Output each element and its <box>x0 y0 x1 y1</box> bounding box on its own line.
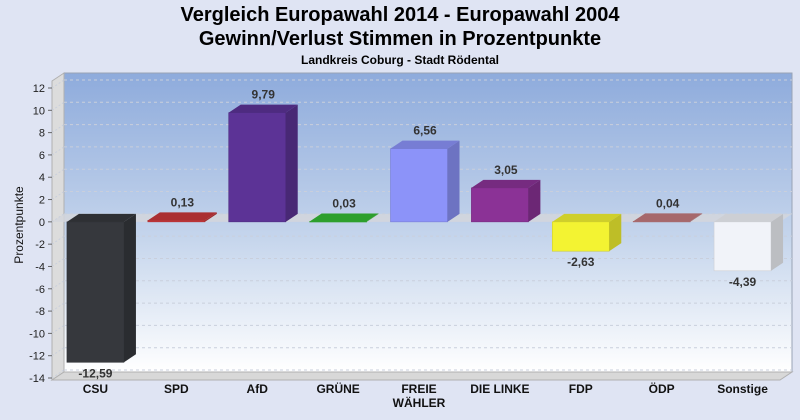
gridline-side <box>51 79 65 89</box>
bar-top <box>390 140 460 149</box>
gridline-side <box>51 124 65 134</box>
x-tick-label: DIE LINKE <box>470 382 529 396</box>
y-tick-label: 10 <box>33 105 45 117</box>
bar <box>713 213 784 272</box>
bar-side <box>690 213 703 222</box>
x-tick-label: ÖDP <box>649 381 675 396</box>
bar-front <box>66 221 125 363</box>
plot-background <box>63 72 793 373</box>
gridline-side <box>51 302 65 312</box>
data-label: 0,04 <box>656 196 680 210</box>
y-tick-label: 12 <box>33 83 45 95</box>
bar-front <box>713 221 772 272</box>
y-tick-label: -14 <box>29 373 45 385</box>
gridline-side <box>51 280 65 290</box>
left-wall <box>51 72 65 381</box>
y-tick-label: -4 <box>35 261 45 273</box>
data-label: 3,05 <box>494 163 518 177</box>
gridline-side <box>51 191 65 200</box>
bar <box>309 213 379 223</box>
y-tick-label: 0 <box>39 217 45 229</box>
floor <box>50 371 794 381</box>
y-tick-label: -10 <box>29 328 45 340</box>
bar-top <box>471 179 541 188</box>
y-axis-label: Prozentpunkte <box>12 186 26 264</box>
bar-front <box>632 221 691 223</box>
y-tick-label: -12 <box>29 351 45 363</box>
gridline-side <box>51 347 65 357</box>
gridline-side <box>51 258 65 267</box>
y-tick-label: 4 <box>39 172 45 184</box>
bar-front <box>228 112 287 223</box>
data-label: 0,13 <box>171 195 195 209</box>
bar-side <box>123 213 136 363</box>
bar-top <box>552 213 622 222</box>
y-tick-label: -6 <box>35 284 45 296</box>
bar-top <box>633 213 703 222</box>
bar-side <box>447 140 460 222</box>
bar-front <box>390 148 448 223</box>
data-label: -2,63 <box>567 255 595 269</box>
data-label: -12,59 <box>78 366 112 380</box>
gridline-side <box>51 235 65 245</box>
y-tick-label: 6 <box>39 150 45 162</box>
chart-subtitle: Gewinn/Verlust Stimmen in Prozentpunkte <box>198 28 602 50</box>
bar <box>551 213 622 252</box>
bar-side <box>366 213 379 222</box>
chart-region-subtitle: Landkreis Coburg - Stadt Rödental <box>300 53 499 67</box>
bar-side <box>609 213 622 252</box>
gridline-side <box>51 146 65 156</box>
x-tick-label: AfD <box>247 382 269 396</box>
bar-side <box>528 179 541 222</box>
bar-top <box>309 213 379 222</box>
gridline-side <box>51 168 65 178</box>
bar <box>471 179 541 223</box>
x-tick-label: CSU <box>83 382 108 396</box>
x-tick-label: FDP <box>569 382 593 396</box>
bar-front <box>309 221 367 223</box>
gridline-side <box>51 213 65 223</box>
gridline-side <box>51 101 65 111</box>
bar-top <box>714 213 784 222</box>
bar-front <box>551 221 610 252</box>
bar <box>390 140 460 223</box>
chart-title: Vergleich Europawahl 2014 - Europawahl 2… <box>180 4 620 26</box>
bar-top <box>228 104 298 113</box>
data-label: 9,79 <box>252 88 276 102</box>
x-tick-label: FREIE <box>401 382 436 396</box>
x-tick-label: SPD <box>164 382 189 396</box>
x-tick-label: GRÜNE <box>316 381 359 396</box>
bar <box>228 104 298 223</box>
x-tick-label: Sonstige <box>717 382 768 396</box>
bar-top <box>66 213 136 222</box>
bar-side <box>285 104 298 222</box>
bar-side <box>204 212 217 222</box>
y-tick-label: 8 <box>39 128 45 140</box>
data-label: 0,03 <box>332 197 356 211</box>
bar <box>147 212 217 223</box>
bar-front <box>147 220 206 223</box>
data-label: 6,56 <box>413 124 437 138</box>
bar <box>632 213 703 223</box>
data-label: -4,39 <box>729 275 757 289</box>
y-tick-label: -8 <box>35 306 45 318</box>
gridline-side <box>51 369 65 379</box>
y-tick-label: -2 <box>35 239 45 251</box>
bar-front <box>471 187 529 223</box>
bar <box>66 213 136 363</box>
bar-side <box>771 213 784 271</box>
x-tick-label: WÄHLER <box>393 395 446 410</box>
bar-top <box>147 212 217 221</box>
gridline-side <box>51 324 65 334</box>
y-tick-label: 2 <box>39 195 45 207</box>
